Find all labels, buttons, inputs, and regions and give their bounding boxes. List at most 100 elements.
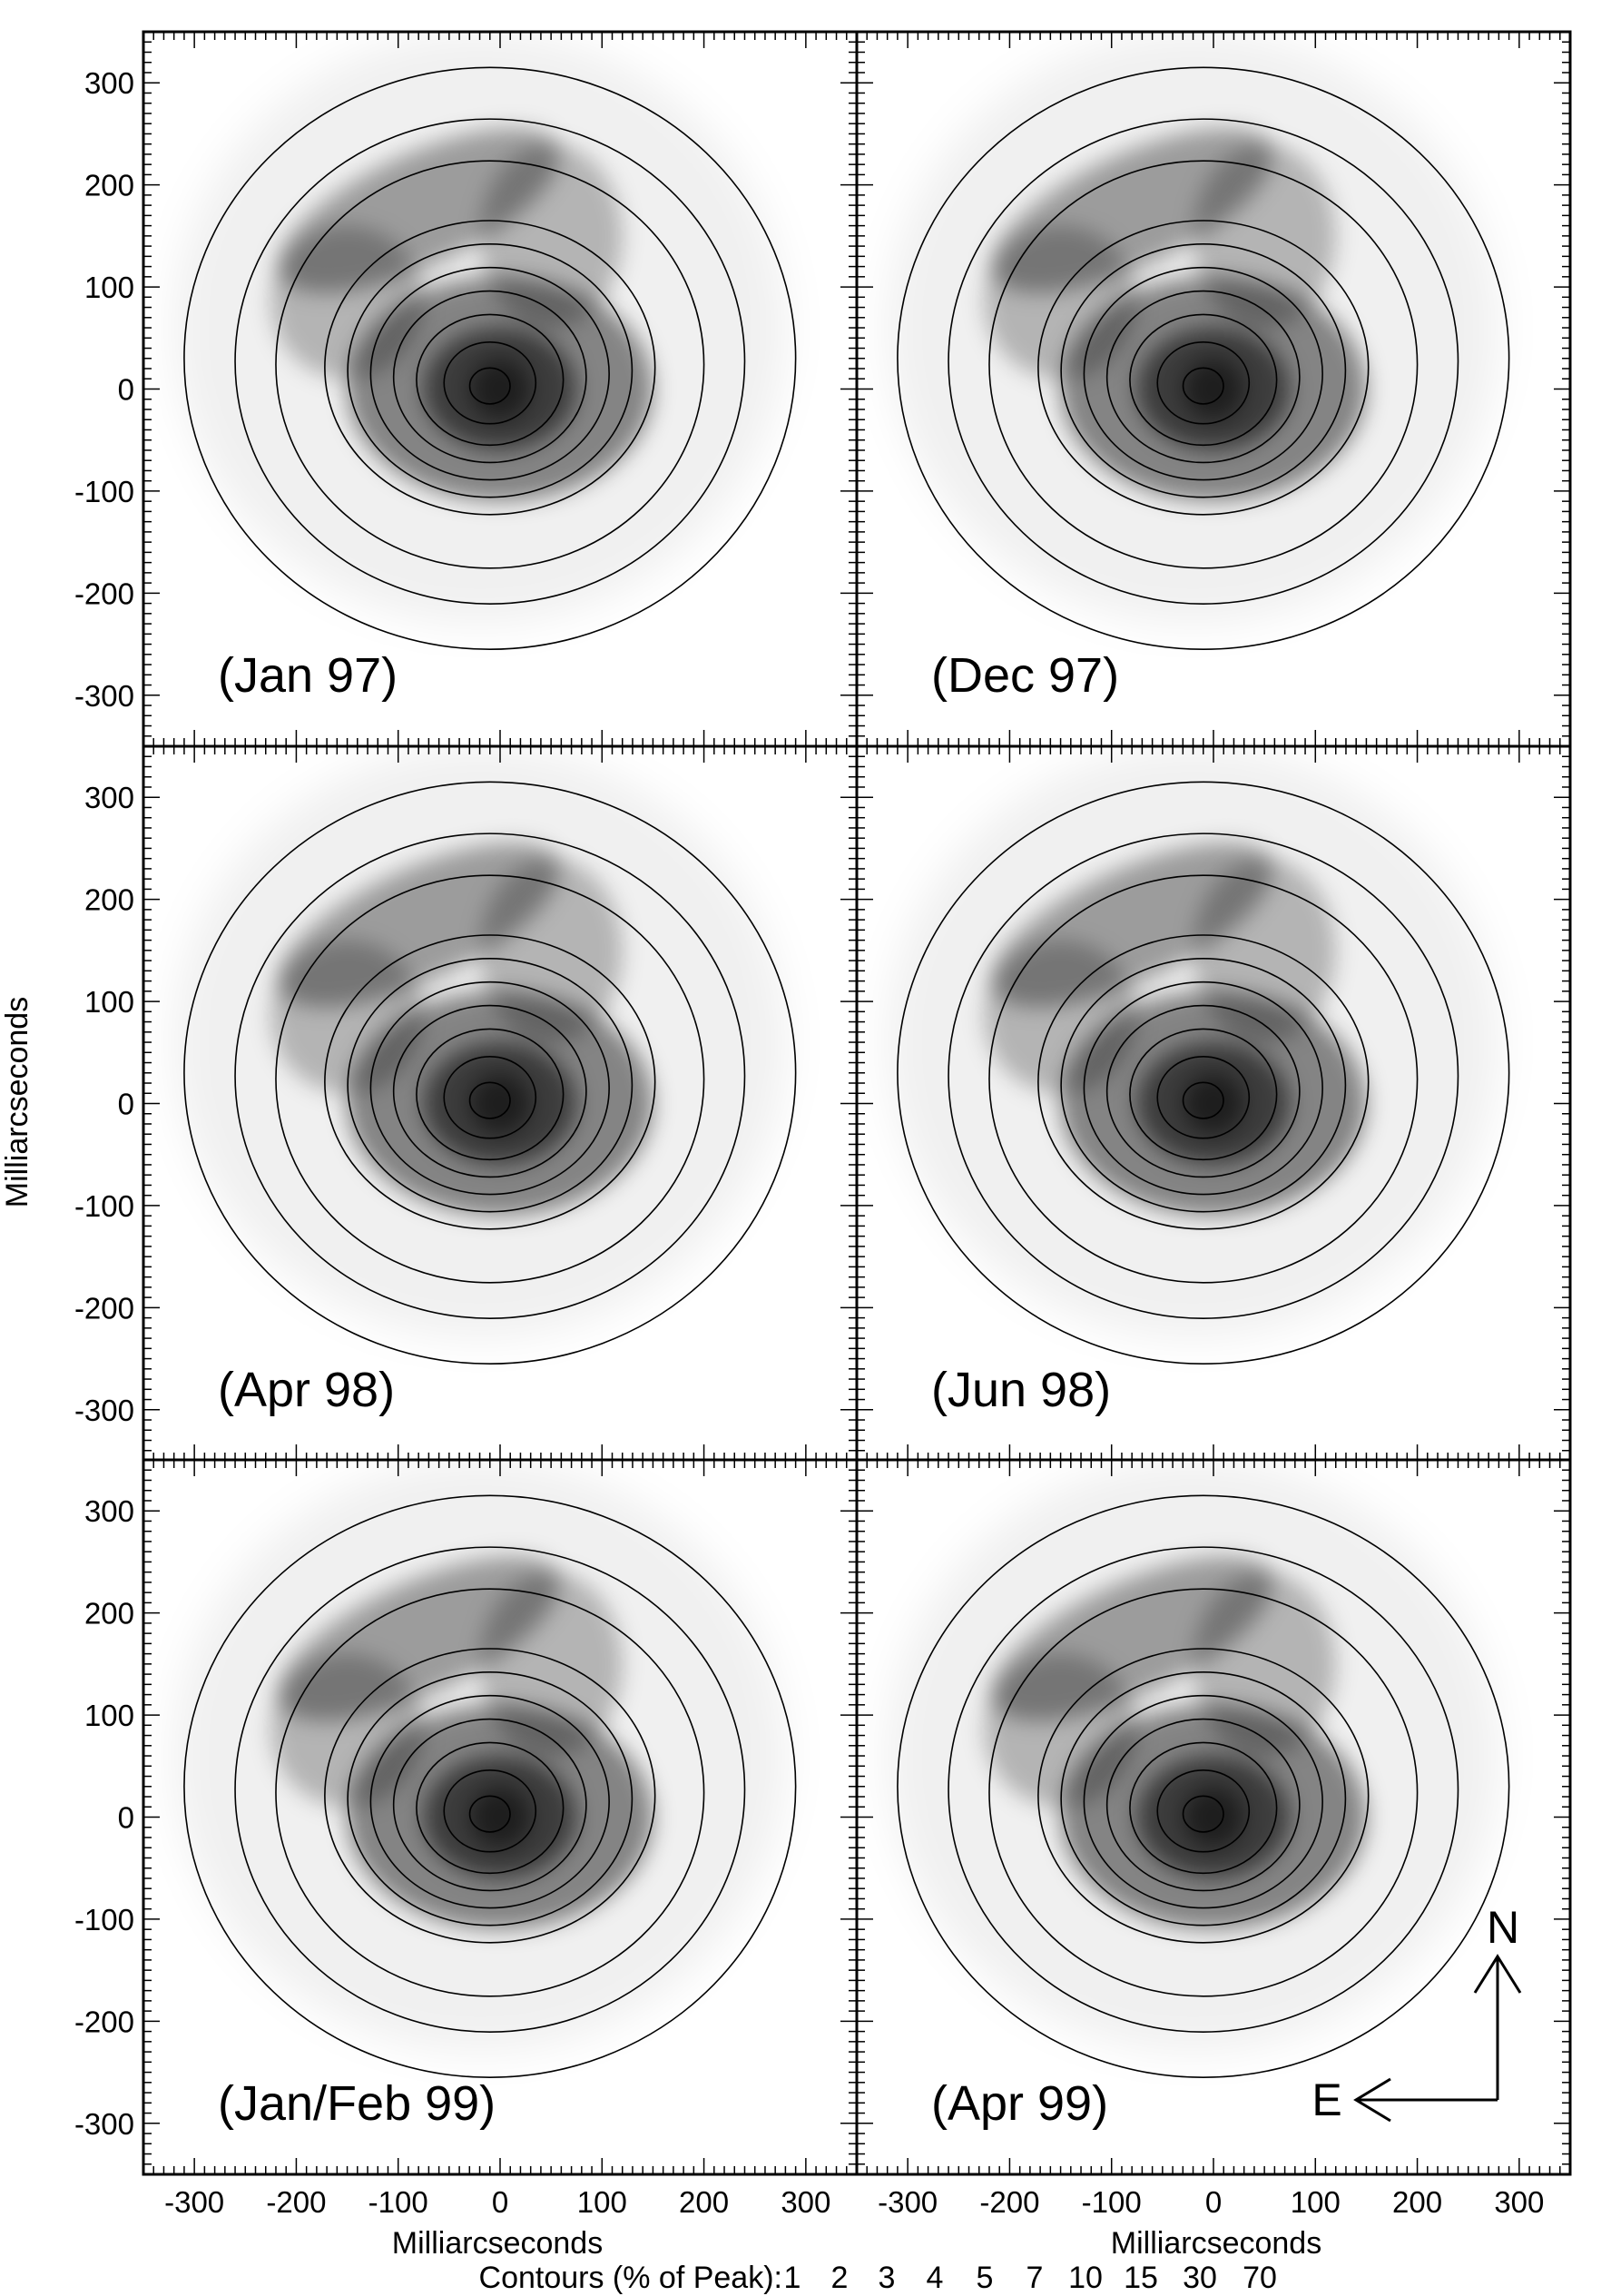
x-tick-label: 300: [781, 2185, 830, 2219]
contour-level-label: 2: [831, 2261, 849, 2295]
panel-ticks: [856, 1459, 1571, 2175]
x-tick-label: -100: [1082, 2185, 1142, 2219]
contour-level-3: [988, 160, 1419, 569]
y-tick-label: 300: [84, 781, 134, 814]
contour-level-70: [468, 1795, 511, 1833]
y-tick-label: 0: [118, 1088, 134, 1121]
contour-level-label: 4: [927, 2261, 944, 2295]
x-tick-label: 0: [1205, 2185, 1222, 2219]
panel-2: -300 -200 -100 0 100 200 300 (Apr 98): [74, 744, 859, 1463]
contour-level-label: 15: [1124, 2261, 1158, 2295]
contour-level-15: [1129, 313, 1278, 447]
contour-level-10: [1105, 1718, 1301, 1892]
contour-level-4: [324, 934, 656, 1230]
panel-5: -300 -200 -100 0 100 200 300 (Apr 99): [855, 1458, 1572, 2219]
contour-level-1: [897, 1494, 1510, 2078]
compass: N E: [1311, 1902, 1522, 2125]
contour-level-10: [392, 1718, 587, 1892]
contour-level-15: [1129, 1741, 1278, 1875]
y-tick-label: -200: [74, 1291, 134, 1325]
panel-3: (Jun 98): [855, 744, 1572, 1463]
panel-epoch-label: (Apr 99): [931, 2076, 1108, 2131]
panel-epoch-label: (Apr 98): [218, 1363, 395, 1417]
contour-level-1: [183, 1494, 797, 2078]
y-tick-label: -100: [74, 1903, 134, 1936]
x-tick-label: -300: [164, 2185, 224, 2219]
panel-epoch-label: (Jan/Feb 99): [218, 2076, 496, 2131]
contour-level-label: 1: [784, 2261, 801, 2295]
contour-level-7: [369, 266, 610, 481]
intensity-map: [173, 746, 797, 1365]
y-tick-label: 300: [84, 66, 134, 100]
compass-east-arrowhead: [1353, 2077, 1391, 2123]
panel-epoch-label: (Jan 97): [218, 648, 398, 703]
contour-level-10: [1105, 290, 1301, 464]
intensity-map: [887, 746, 1510, 1365]
panel-0: -300 -200 -100 0 100 200 300 (Jan 97): [74, 30, 859, 748]
y-tick-label: 0: [118, 373, 134, 407]
y-tick-label: -300: [74, 1394, 134, 1427]
contour-level-30: [1156, 340, 1251, 425]
compass-north-arrowhead: [1473, 1954, 1522, 1994]
panels-layer: -300 -200 -100 0 100 200 300 (Jan 97) (Dec 97) -3…: [74, 30, 1572, 2219]
contour-levels-caption: Contours (% of Peak): 1 2 3 4 5 7 10 15 30 70: [479, 2261, 1277, 2295]
intensity-map: [173, 1460, 797, 2078]
contour-level-70: [468, 1081, 511, 1119]
contour-level-30: [443, 1055, 537, 1139]
contour-level-15: [416, 313, 565, 447]
contour-level-30: [443, 1769, 537, 1853]
contour-level-label: 30: [1183, 2261, 1217, 2295]
panel-epoch-label: (Dec 97): [931, 648, 1119, 703]
y-tick-label: -300: [74, 2107, 134, 2141]
contour-level-5: [1060, 243, 1347, 498]
contour-level-2: [948, 118, 1459, 605]
x-tick-label: -200: [266, 2185, 326, 2219]
contour-level-30: [443, 340, 537, 425]
y-axis-label: Milliarcseconds: [0, 997, 34, 1207]
x-tick-label: -100: [368, 2185, 428, 2219]
contour-level-5: [347, 243, 634, 498]
contour-caption-text: Contours (% of Peak):: [479, 2261, 782, 2295]
contour-level-label: 7: [1027, 2261, 1044, 2295]
y-tick-label: 200: [84, 169, 134, 202]
x-tick-label: 200: [1392, 2185, 1442, 2219]
contour-level-label: 10: [1068, 2261, 1103, 2295]
contour-level-1: [183, 781, 797, 1365]
contour-level-3: [988, 874, 1419, 1284]
contour-level-30: [1156, 1055, 1251, 1139]
contour-level-5: [347, 1671, 634, 1926]
contour-level-70: [1182, 1081, 1224, 1119]
y-tick-label: -200: [74, 2005, 134, 2038]
contour-level-4: [324, 220, 656, 516]
contour-level-3: [275, 874, 705, 1284]
panel-4: -300 -200 -100 0 100 200 300 -300 -200 -100 0 100 20…: [74, 1458, 859, 2219]
contour-level-10: [392, 290, 587, 464]
x-tick-label: 100: [577, 2185, 627, 2219]
y-tick-label: 0: [118, 1801, 134, 1835]
contour-level-5: [1060, 958, 1347, 1213]
contour-level-5: [347, 958, 634, 1213]
contour-level-2: [234, 833, 746, 1319]
compass-north-label: N: [1487, 1902, 1519, 1953]
y-tick-label: -100: [74, 1189, 134, 1223]
contour-level-4: [1037, 220, 1370, 516]
y-tick-label: -100: [74, 475, 134, 508]
y-tick-label: 100: [84, 1699, 134, 1732]
x-axis-label-left: Milliarcseconds: [392, 2226, 603, 2261]
y-tick-label: 100: [84, 985, 134, 1019]
panel-epoch-label: (Jun 98): [931, 1363, 1111, 1417]
contour-level-4: [1037, 934, 1370, 1230]
panel-1: (Dec 97): [855, 30, 1572, 748]
contour-level-3: [988, 1588, 1419, 1997]
contour-level-4: [324, 1648, 656, 1944]
contour-level-15: [416, 1028, 565, 1161]
panel-ticks: [856, 745, 1571, 1462]
contour-level-label: 3: [879, 2261, 896, 2295]
contour-level-7: [1083, 980, 1323, 1196]
y-tick-label: 100: [84, 271, 134, 304]
contour-level-7: [369, 980, 610, 1196]
contour-level-4: [1037, 1648, 1370, 1944]
contour-level-1: [183, 66, 797, 650]
x-tick-label: -200: [979, 2185, 1039, 2219]
contour-level-5: [1060, 1671, 1347, 1926]
